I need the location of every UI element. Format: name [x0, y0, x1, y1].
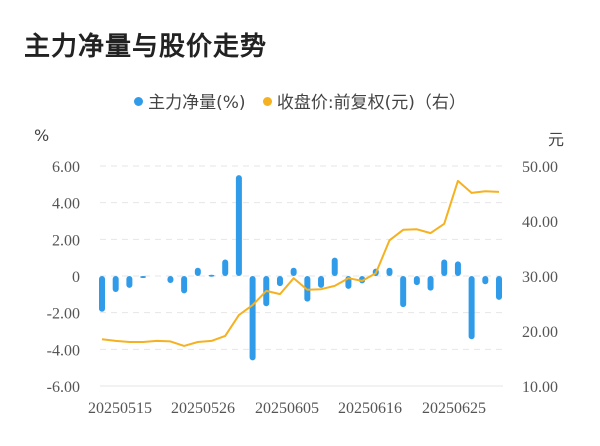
net-flow-bar[interactable]	[413, 276, 420, 286]
x-axis-tick: 20250625	[422, 400, 486, 417]
legend: 主力净量(%) 收盘价:前复权(元)（右）	[0, 88, 600, 113]
left-axis-unit: %	[34, 126, 50, 145]
net-flow-bar[interactable]	[276, 276, 283, 287]
left-axis-tick: -2.00	[47, 306, 80, 323]
close-price-line[interactable]	[101, 179, 500, 347]
legend-item-net-flow[interactable]: 主力净量(%)	[134, 88, 246, 113]
x-axis-tick: 20250526	[171, 400, 235, 417]
left-axis-tick: 0	[72, 269, 80, 286]
net-flow-bar[interactable]	[331, 257, 338, 276]
legend-label: 主力净量(%)	[148, 93, 246, 113]
right-axis-tick: 20.00	[522, 324, 558, 341]
net-flow-bar[interactable]	[112, 276, 119, 292]
net-flow-bar[interactable]	[208, 274, 215, 277]
legend-dot-orange-icon	[262, 96, 272, 106]
net-flow-bar[interactable]	[249, 276, 256, 361]
net-flow-bar[interactable]	[140, 276, 147, 278]
net-flow-bar[interactable]	[181, 276, 188, 294]
right-axis-tick: 50.00	[522, 159, 558, 176]
legend-dot-blue-icon	[134, 96, 144, 106]
right-axis-unit: 元	[548, 130, 565, 149]
right-axis-tick: 40.00	[522, 214, 558, 231]
net-flow-bar[interactable]	[126, 276, 133, 288]
net-flow-bar[interactable]	[290, 267, 297, 276]
net-flow-bar[interactable]	[99, 276, 105, 312]
net-flow-bar[interactable]	[482, 276, 489, 285]
x-axis-tick: 20250616	[338, 400, 402, 417]
net-flow-bar[interactable]	[194, 267, 201, 276]
net-flow-bar[interactable]	[222, 259, 229, 277]
legend-item-close-price[interactable]: 收盘价:前复权(元)（右）	[262, 88, 466, 113]
left-axis-tick: 2.00	[52, 232, 80, 249]
net-flow-bar[interactable]	[496, 276, 502, 300]
left-axis-tick: -4.00	[47, 342, 80, 359]
net-flow-bar[interactable]	[318, 276, 325, 288]
left-axis-tick: -6.00	[47, 379, 80, 396]
net-flow-bar[interactable]	[427, 276, 434, 291]
left-axis-tick: 6.00	[52, 159, 80, 176]
net-flow-bar[interactable]	[400, 276, 407, 308]
chart-title: 主力净量与股价走势	[24, 32, 268, 62]
net-flow-bar[interactable]	[468, 276, 475, 340]
net-flow-bar[interactable]	[235, 175, 242, 276]
net-flow-bar[interactable]	[386, 267, 393, 276]
left-axis-tick: 4.00	[52, 196, 80, 213]
right-axis-tick: 30.00	[522, 269, 558, 286]
x-axis-tick: 20250515	[88, 400, 152, 417]
net-flow-bar[interactable]	[454, 261, 461, 276]
legend-label: 收盘价:前复权(元)（右）	[276, 93, 466, 113]
x-axis-tick: 20250605	[255, 400, 319, 417]
right-axis-tick: 10.00	[522, 379, 558, 396]
net-flow-bar[interactable]	[441, 259, 448, 277]
net-flow-bar[interactable]	[167, 276, 174, 283]
